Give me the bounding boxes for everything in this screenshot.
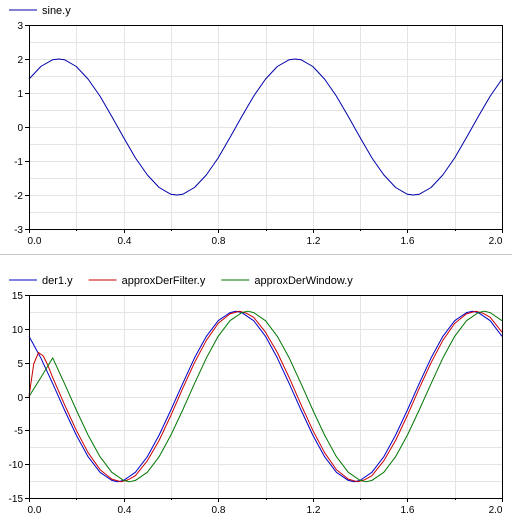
y-tick-label: -10 — [9, 460, 24, 471]
x-tick-label: 0.0 — [28, 505, 42, 516]
legend-label: der1.y — [42, 275, 73, 287]
legend-label: approxDerWindow.y — [254, 275, 353, 287]
y-tick-label: 0 — [17, 393, 23, 404]
x-tick-label: 2.0 — [489, 236, 503, 247]
legend-label: sine.y — [42, 5, 71, 17]
y-tick-label: 1 — [17, 89, 23, 100]
top-plot-grid — [29, 25, 503, 230]
y-tick-label: 5 — [17, 359, 23, 370]
x-tick-label: 2.0 — [489, 505, 503, 516]
top-plot-series — [28, 58, 503, 196]
top-plot-ticks: 0.0 0.4 0.8 1.2 1.6 2.0 3 2 1 0 -1 -2 -3 — [14, 21, 503, 247]
x-tick-label: 1.6 — [401, 505, 415, 516]
series-line-der1-y — [28, 310, 503, 483]
y-tick-label: 3 — [17, 21, 23, 32]
top-plot-sine: 0.0 0.4 0.8 1.2 1.6 2.0 3 2 1 0 -1 -2 -3 sine.y — [9, 5, 503, 247]
legend-entry[interactable]: approxDerFilter.y — [88, 275, 206, 287]
x-tick-label: 0.8 — [212, 505, 226, 516]
y-tick-label: -5 — [14, 426, 23, 437]
x-tick-label: 0.0 — [28, 236, 42, 247]
legend-label: approxDerFilter.y — [122, 275, 206, 287]
y-tick-label: 0 — [17, 123, 23, 134]
y-tick-label: 10 — [12, 325, 24, 336]
legend-entry[interactable]: sine.y — [9, 5, 71, 17]
bottom-plot-ticks: 0.0 0.4 0.8 1.2 1.6 2.0 15 10 5 0 -5 -10 -15 — [9, 291, 503, 516]
series-line-sine-y — [28, 58, 503, 196]
top-plot-legend[interactable]: sine.y — [9, 5, 71, 17]
y-tick-label: -15 — [9, 494, 24, 505]
x-tick-label: 1.6 — [401, 236, 415, 247]
legend-entry[interactable]: der1.y — [9, 275, 73, 287]
bottom-plot-derivatives: 0.0 0.4 0.8 1.2 1.6 2.0 15 10 5 0 -5 -10 -15 der1.y a… — [9, 275, 503, 516]
y-tick-label: -1 — [14, 157, 23, 168]
series-line-approxderfilter-y — [28, 310, 503, 483]
bottom-plot-legend[interactable]: der1.y approxDerFilter.y approxDerWindow.y — [9, 275, 353, 287]
x-tick-label: 1.2 — [307, 236, 321, 247]
legend-entry[interactable]: approxDerWindow.y — [221, 275, 353, 287]
x-tick-label: 0.8 — [212, 236, 226, 247]
y-tick-label: 2 — [17, 55, 23, 66]
y-tick-label: 15 — [12, 291, 24, 302]
y-tick-label: -3 — [14, 225, 23, 236]
x-tick-label: 0.4 — [118, 505, 132, 516]
bottom-plot-series — [28, 310, 503, 483]
x-tick-label: 1.2 — [307, 505, 321, 516]
series-line-approxderwindow-y — [28, 310, 503, 483]
y-tick-label: -2 — [14, 191, 23, 202]
x-tick-label: 0.4 — [118, 236, 132, 247]
